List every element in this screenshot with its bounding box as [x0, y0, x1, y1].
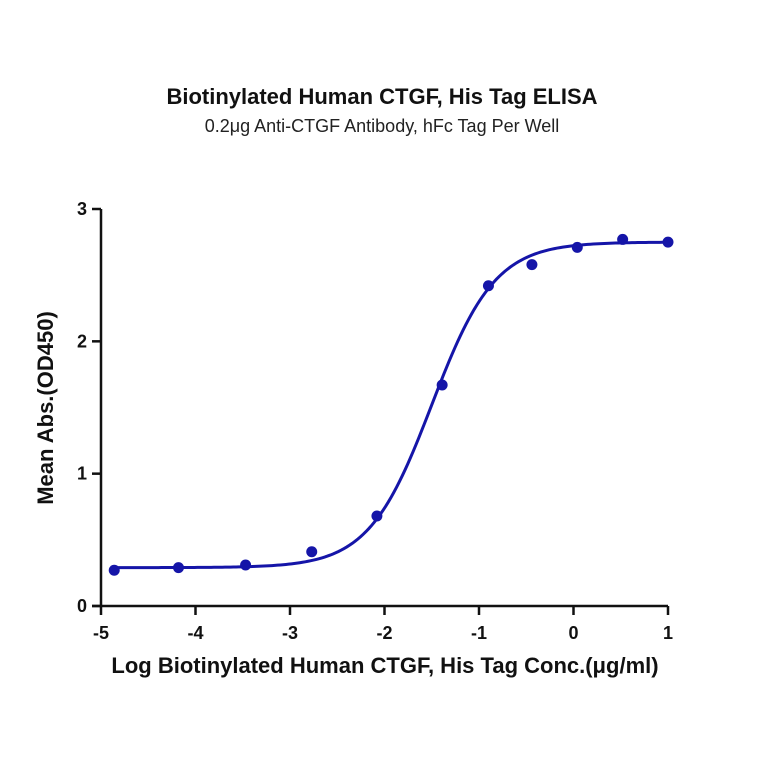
x-axis-label: Log Biotinylated Human CTGF, His Tag Con… [111, 653, 659, 678]
data-point [482, 280, 494, 292]
x-tick-label: 0 [568, 623, 578, 643]
data-point [436, 379, 448, 391]
x-tick-label: -2 [376, 623, 392, 643]
data-point [617, 233, 629, 245]
data-points [108, 233, 674, 576]
data-point [571, 241, 583, 253]
data-point [172, 562, 184, 574]
x-tick-label: -4 [187, 623, 203, 643]
x-tick-label: -1 [471, 623, 487, 643]
y-tick-label: 2 [77, 331, 87, 351]
data-point [306, 546, 318, 558]
y-tick-label: 1 [77, 464, 87, 484]
chart-subtitle: 0.2μg Anti-CTGF Antibody, hFc Tag Per We… [204, 116, 560, 136]
x-tick-label: 1 [663, 623, 673, 643]
y-tick-label: 0 [77, 596, 87, 616]
axes: 0 1 2 3 -5 -4 -3 -2 -1 0 1 [77, 199, 673, 643]
fit-curve [114, 240, 669, 570]
data-point [108, 564, 120, 576]
data-point [662, 236, 674, 248]
data-point [371, 510, 383, 522]
data-point [240, 559, 252, 571]
chart-title: Biotinylated Human CTGF, His Tag ELISA [166, 84, 598, 109]
x-tick-label: -3 [282, 623, 298, 643]
y-tick-label: 3 [77, 199, 87, 219]
data-point [526, 259, 538, 271]
y-axis-label: Mean Abs.(OD450) [33, 311, 58, 505]
x-tick-label: -5 [93, 623, 109, 643]
